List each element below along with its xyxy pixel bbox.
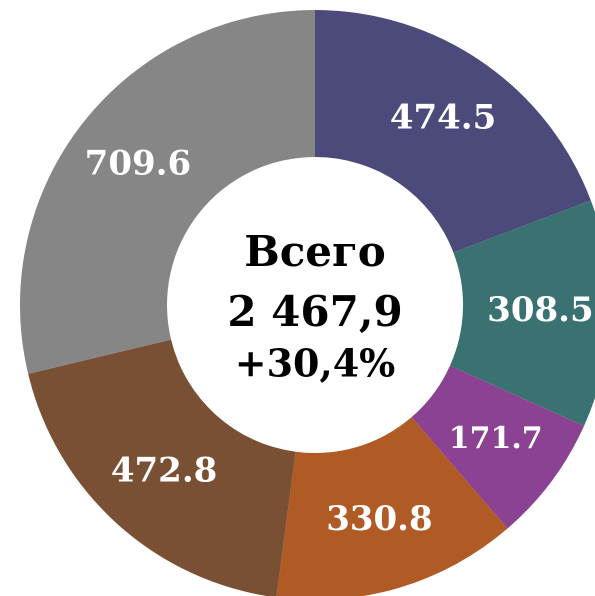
donut-slice: [276, 417, 508, 596]
value-label: 171.7: [449, 421, 543, 456]
value-label: 709.6: [85, 143, 191, 183]
donut-slice: [315, 10, 591, 253]
center-label: Всего: [244, 227, 386, 276]
donut-slice: [19, 10, 315, 374]
value-label: 308.5: [487, 290, 593, 330]
donut-slice: [449, 200, 595, 427]
value-label: 330.8: [326, 499, 432, 539]
donut-slice: [28, 339, 296, 596]
center-label: 2 467,9: [227, 287, 402, 336]
value-label: 474.5: [390, 97, 496, 137]
value-label: 472.8: [111, 451, 217, 491]
donut-slice: [411, 365, 585, 529]
center-label: +30,4%: [235, 341, 396, 386]
